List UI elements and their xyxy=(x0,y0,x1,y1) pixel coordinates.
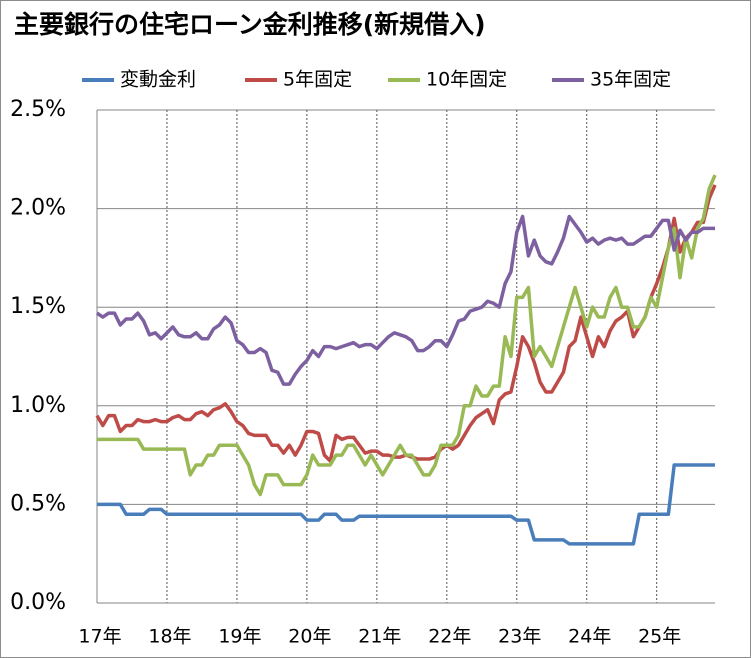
y-tick-label: 0.5% xyxy=(10,491,66,516)
series-line xyxy=(97,174,717,497)
series-line xyxy=(96,214,715,386)
x-tick-label: 17年 xyxy=(78,626,121,648)
x-tick-label: 20年 xyxy=(288,626,331,648)
y-tick-label: 2.5% xyxy=(10,97,66,122)
legend-label: 5年固定 xyxy=(283,69,352,91)
x-tick-label: 19年 xyxy=(218,626,261,648)
x-tick-label: 24年 xyxy=(568,626,611,648)
x-tick-label: 21年 xyxy=(358,626,401,648)
legend-label: 変動金利 xyxy=(120,69,196,91)
chart-title: 主要銀行の住宅ローン金利推移(新規借入) xyxy=(14,10,486,39)
x-tick-label: 18年 xyxy=(148,626,191,648)
y-tick-label: 0.0% xyxy=(10,590,66,615)
y-tick-label: 2.0% xyxy=(10,196,66,221)
legend-label: 10年固定 xyxy=(426,69,507,91)
legend-label: 35年固定 xyxy=(590,69,671,91)
y-tick-label: 1.0% xyxy=(10,393,66,418)
x-tick-label: 22年 xyxy=(428,626,471,648)
series-line xyxy=(97,463,715,546)
x-tick-label: 25年 xyxy=(638,626,681,648)
y-tick-label: 1.5% xyxy=(10,294,66,319)
x-tick-label: 23年 xyxy=(498,626,541,648)
